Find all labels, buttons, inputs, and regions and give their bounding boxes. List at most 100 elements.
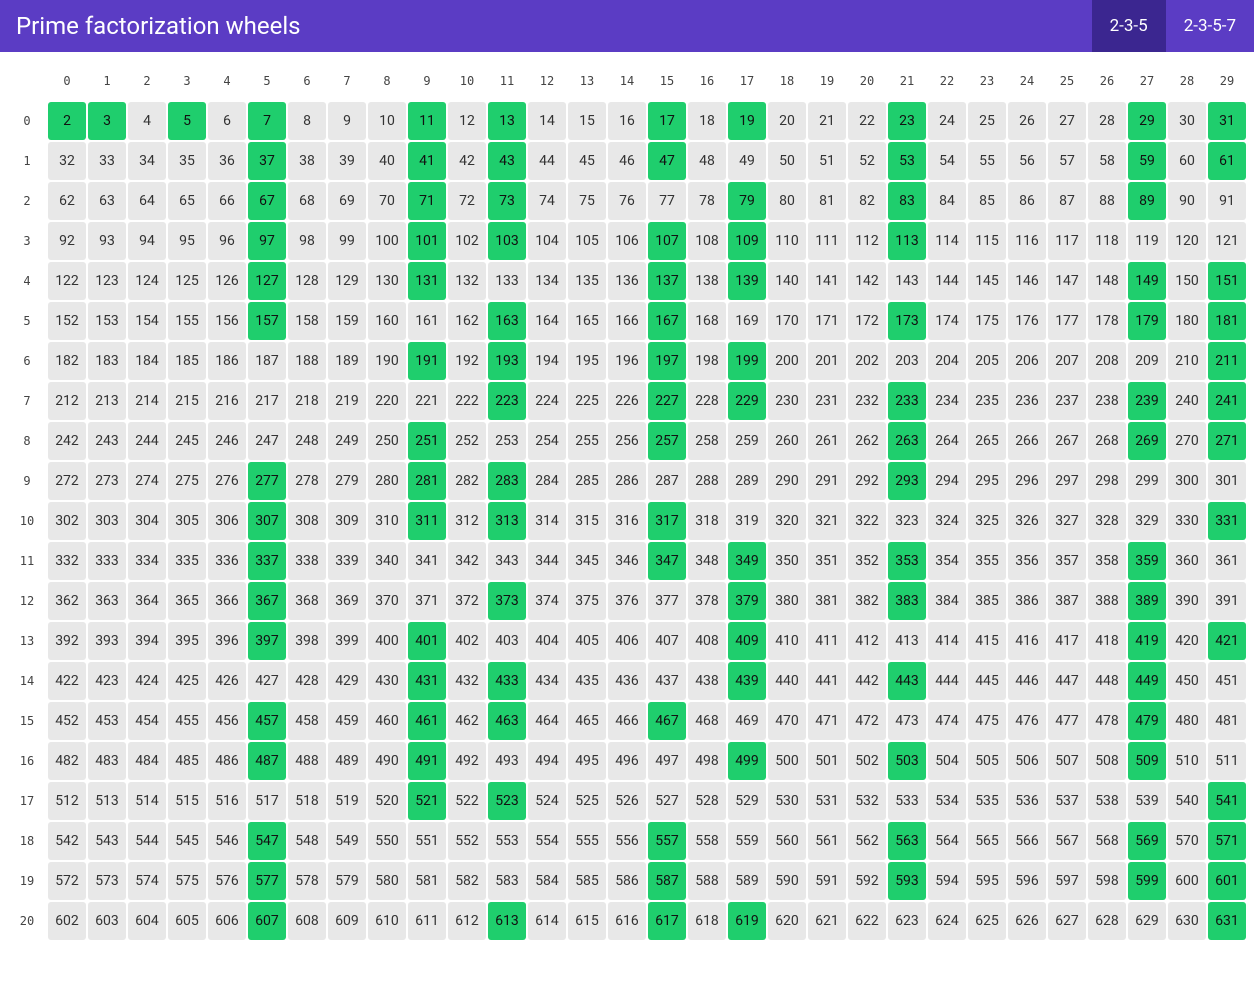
composite-cell[interactable]: 96 — [208, 222, 246, 260]
composite-cell[interactable]: 160 — [368, 302, 406, 340]
composite-cell[interactable]: 72 — [448, 182, 486, 220]
composite-cell[interactable]: 260 — [768, 422, 806, 460]
composite-cell[interactable]: 308 — [288, 502, 326, 540]
composite-cell[interactable]: 464 — [528, 702, 566, 740]
composite-cell[interactable]: 155 — [168, 302, 206, 340]
composite-cell[interactable]: 318 — [688, 502, 726, 540]
composite-cell[interactable]: 185 — [168, 342, 206, 380]
composite-cell[interactable]: 376 — [608, 582, 646, 620]
composite-cell[interactable]: 326 — [1008, 502, 1046, 540]
prime-cell[interactable]: 431 — [408, 662, 446, 700]
composite-cell[interactable]: 564 — [928, 822, 966, 860]
prime-cell[interactable]: 229 — [728, 382, 766, 420]
prime-cell[interactable]: 89 — [1128, 182, 1166, 220]
composite-cell[interactable]: 231 — [808, 382, 846, 420]
composite-cell[interactable]: 522 — [448, 782, 486, 820]
prime-cell[interactable]: 59 — [1128, 142, 1166, 180]
composite-cell[interactable]: 393 — [88, 622, 126, 660]
prime-cell[interactable]: 359 — [1128, 542, 1166, 580]
composite-cell[interactable]: 598 — [1088, 862, 1126, 900]
composite-cell[interactable]: 174 — [928, 302, 966, 340]
composite-cell[interactable]: 513 — [88, 782, 126, 820]
composite-cell[interactable]: 55 — [968, 142, 1006, 180]
composite-cell[interactable]: 407 — [648, 622, 686, 660]
composite-cell[interactable]: 120 — [1168, 222, 1206, 260]
composite-cell[interactable]: 35 — [168, 142, 206, 180]
composite-cell[interactable]: 236 — [1008, 382, 1046, 420]
composite-cell[interactable]: 190 — [368, 342, 406, 380]
composite-cell[interactable]: 392 — [48, 622, 86, 660]
prime-cell[interactable]: 599 — [1128, 862, 1166, 900]
composite-cell[interactable]: 124 — [128, 262, 166, 300]
composite-cell[interactable]: 565 — [968, 822, 1006, 860]
composite-cell[interactable]: 180 — [1168, 302, 1206, 340]
composite-cell[interactable]: 216 — [208, 382, 246, 420]
prime-cell[interactable]: 389 — [1128, 582, 1166, 620]
composite-cell[interactable]: 604 — [128, 902, 166, 940]
composite-cell[interactable]: 460 — [368, 702, 406, 740]
composite-cell[interactable]: 594 — [928, 862, 966, 900]
prime-cell[interactable]: 577 — [248, 862, 286, 900]
prime-cell[interactable]: 139 — [728, 262, 766, 300]
composite-cell[interactable]: 481 — [1208, 702, 1246, 740]
prime-cell[interactable]: 83 — [888, 182, 926, 220]
composite-cell[interactable]: 412 — [848, 622, 886, 660]
composite-cell[interactable]: 324 — [928, 502, 966, 540]
composite-cell[interactable]: 438 — [688, 662, 726, 700]
composite-cell[interactable]: 121 — [1208, 222, 1246, 260]
composite-cell[interactable]: 262 — [848, 422, 886, 460]
composite-cell[interactable]: 284 — [528, 462, 566, 500]
composite-cell[interactable]: 312 — [448, 502, 486, 540]
composite-cell[interactable]: 486 — [208, 742, 246, 780]
composite-cell[interactable]: 299 — [1128, 462, 1166, 500]
composite-cell[interactable]: 273 — [88, 462, 126, 500]
prime-cell[interactable]: 547 — [248, 822, 286, 860]
composite-cell[interactable]: 200 — [768, 342, 806, 380]
composite-cell[interactable]: 616 — [608, 902, 646, 940]
composite-cell[interactable]: 249 — [328, 422, 366, 460]
prime-cell[interactable]: 227 — [648, 382, 686, 420]
composite-cell[interactable]: 408 — [688, 622, 726, 660]
prime-cell[interactable]: 37 — [248, 142, 286, 180]
composite-cell[interactable]: 201 — [808, 342, 846, 380]
composite-cell[interactable]: 81 — [808, 182, 846, 220]
prime-cell[interactable]: 509 — [1128, 742, 1166, 780]
composite-cell[interactable]: 112 — [848, 222, 886, 260]
prime-cell[interactable]: 379 — [728, 582, 766, 620]
composite-cell[interactable]: 86 — [1008, 182, 1046, 220]
composite-cell[interactable]: 363 — [88, 582, 126, 620]
composite-cell[interactable]: 424 — [128, 662, 166, 700]
composite-cell[interactable]: 145 — [968, 262, 1006, 300]
tab-2-3-5-7[interactable]: 2-3-5-7 — [1166, 0, 1254, 52]
prime-cell[interactable]: 5 — [168, 102, 206, 140]
composite-cell[interactable]: 490 — [368, 742, 406, 780]
composite-cell[interactable]: 310 — [368, 502, 406, 540]
prime-cell[interactable]: 619 — [728, 902, 766, 940]
composite-cell[interactable]: 184 — [128, 342, 166, 380]
composite-cell[interactable]: 625 — [968, 902, 1006, 940]
composite-cell[interactable]: 426 — [208, 662, 246, 700]
composite-cell[interactable]: 626 — [1008, 902, 1046, 940]
composite-cell[interactable]: 305 — [168, 502, 206, 540]
composite-cell[interactable]: 188 — [288, 342, 326, 380]
composite-cell[interactable]: 154 — [128, 302, 166, 340]
composite-cell[interactable]: 303 — [88, 502, 126, 540]
composite-cell[interactable]: 258 — [688, 422, 726, 460]
composite-cell[interactable]: 224 — [528, 382, 566, 420]
composite-cell[interactable]: 530 — [768, 782, 806, 820]
composite-cell[interactable]: 115 — [968, 222, 1006, 260]
composite-cell[interactable]: 477 — [1048, 702, 1086, 740]
composite-cell[interactable]: 597 — [1048, 862, 1086, 900]
composite-cell[interactable]: 304 — [128, 502, 166, 540]
composite-cell[interactable]: 217 — [248, 382, 286, 420]
composite-cell[interactable]: 442 — [848, 662, 886, 700]
composite-cell[interactable]: 170 — [768, 302, 806, 340]
composite-cell[interactable]: 87 — [1048, 182, 1086, 220]
composite-cell[interactable]: 381 — [808, 582, 846, 620]
composite-cell[interactable]: 472 — [848, 702, 886, 740]
composite-cell[interactable]: 152 — [48, 302, 86, 340]
composite-cell[interactable]: 222 — [448, 382, 486, 420]
composite-cell[interactable]: 570 — [1168, 822, 1206, 860]
composite-cell[interactable]: 370 — [368, 582, 406, 620]
composite-cell[interactable]: 382 — [848, 582, 886, 620]
